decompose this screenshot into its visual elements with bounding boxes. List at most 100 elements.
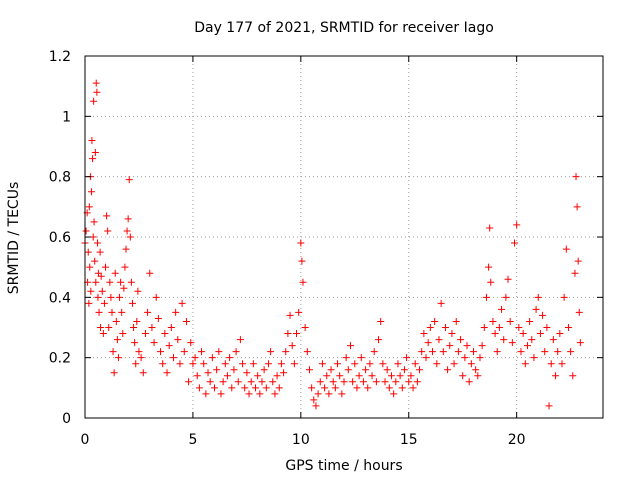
data-point (534, 293, 542, 301)
data-point (362, 366, 370, 374)
data-point (558, 360, 566, 368)
data-point (286, 311, 294, 319)
data-point (364, 384, 372, 392)
data-point (396, 372, 404, 380)
y-tick-label: 1 (62, 109, 71, 125)
data-point (193, 372, 201, 380)
grid-lines (85, 56, 603, 418)
data-point (487, 278, 495, 286)
data-point (552, 372, 560, 380)
data-point (448, 330, 456, 338)
y-tick-label: 0.4 (49, 290, 71, 306)
data-point (428, 348, 436, 356)
data-point (195, 384, 203, 392)
data-point (269, 378, 277, 386)
data-point (148, 324, 156, 331)
data-point (454, 348, 462, 356)
data-point (463, 342, 471, 350)
data-point (110, 369, 118, 377)
data-point (491, 330, 499, 338)
data-point (532, 305, 540, 313)
data-point (157, 348, 165, 356)
data-point (543, 324, 551, 331)
data-point (387, 372, 395, 380)
data-point (366, 360, 374, 368)
data-point (94, 239, 102, 247)
data-point (301, 324, 309, 331)
data-point (349, 378, 357, 386)
data-point (154, 314, 162, 322)
data-point (502, 293, 510, 301)
y-tick-label: 0.8 (49, 170, 71, 186)
data-point (124, 215, 132, 223)
data-points (81, 79, 584, 410)
data-point (439, 348, 447, 356)
data-point (336, 372, 344, 380)
data-point (113, 336, 121, 344)
x-tick-label: 10 (292, 432, 310, 448)
data-point (247, 378, 255, 386)
data-point (467, 360, 475, 368)
data-point (562, 245, 570, 253)
data-point (504, 275, 512, 283)
data-point (541, 348, 549, 356)
data-point (420, 330, 428, 338)
data-point (119, 330, 127, 338)
data-point (379, 360, 387, 368)
data-point (144, 308, 152, 316)
x-tick-labels: 0 5 10 15 20 (81, 432, 526, 448)
data-point (528, 336, 536, 344)
data-point (85, 299, 93, 307)
data-point (182, 317, 190, 325)
data-point (375, 336, 383, 344)
data-point (444, 366, 452, 374)
data-point (556, 330, 564, 338)
data-point (132, 360, 140, 368)
data-point (295, 308, 303, 316)
data-point (221, 360, 229, 368)
y-axis-label: SRMTID / TECUs (6, 182, 22, 295)
y-tick-label: 1.2 (49, 49, 71, 65)
data-point (206, 378, 214, 386)
data-point (161, 330, 169, 338)
data-point (264, 360, 272, 368)
data-point (385, 384, 393, 392)
data-point (312, 402, 320, 410)
data-point (545, 402, 553, 410)
data-point (576, 339, 584, 347)
data-point (262, 384, 270, 392)
data-point (109, 348, 117, 356)
data-point (249, 360, 257, 368)
data-point (323, 372, 331, 380)
data-point (342, 354, 350, 362)
data-point (368, 372, 376, 380)
data-point (515, 324, 523, 331)
data-point (321, 384, 329, 392)
data-point (234, 378, 242, 386)
data-point (178, 299, 186, 307)
data-point (288, 342, 296, 350)
data-point (381, 378, 389, 386)
data-point (123, 227, 131, 235)
data-point (104, 227, 112, 235)
data-point (511, 239, 519, 247)
data-point (125, 176, 133, 184)
data-point (228, 384, 236, 392)
data-point (141, 330, 149, 338)
data-point (95, 308, 103, 316)
data-point (100, 299, 108, 307)
data-point (122, 245, 130, 253)
data-point (506, 317, 514, 325)
data-point (407, 372, 415, 380)
data-point (353, 384, 361, 392)
data-point (316, 378, 324, 386)
data-point (493, 348, 501, 356)
data-point (574, 257, 582, 265)
data-point (485, 263, 493, 271)
x-tick-label: 5 (188, 432, 197, 448)
data-point (111, 269, 119, 277)
data-point (498, 305, 506, 313)
data-point (97, 324, 105, 331)
data-point (400, 366, 408, 374)
data-point (413, 378, 421, 386)
